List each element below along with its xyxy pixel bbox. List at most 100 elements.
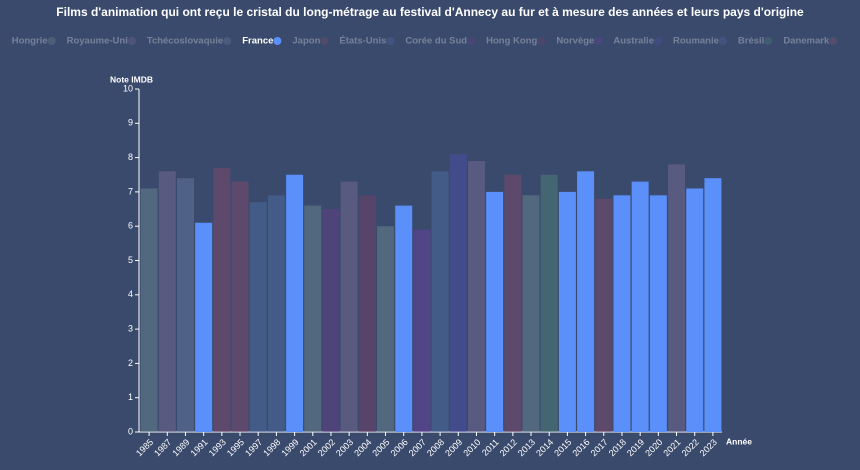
x-tick-label: 1998	[261, 437, 282, 458]
bar	[140, 188, 158, 432]
x-tick-label: 1999	[279, 437, 300, 458]
legend-label: Roumanie	[673, 36, 719, 47]
bar	[213, 167, 231, 432]
legend-label: Japon	[292, 36, 320, 47]
bar	[595, 198, 613, 432]
legend-label: Corée du Sud	[405, 36, 467, 47]
legend-label: Brésil	[738, 36, 764, 47]
x-tick-label: 2018	[607, 437, 628, 458]
bar	[176, 178, 194, 432]
bar	[304, 205, 322, 432]
legend-item[interactable]: Australie	[613, 36, 662, 47]
y-tick-label: 9	[128, 118, 133, 128]
x-tick-label: 2014	[534, 437, 555, 458]
x-tick-label: 2006	[389, 437, 410, 458]
legend-swatch	[829, 37, 838, 45]
bar	[577, 171, 595, 432]
legend-swatch	[537, 37, 546, 45]
bar	[522, 195, 540, 432]
bar	[431, 171, 449, 432]
legend-item[interactable]: Royaume-Uni	[67, 36, 136, 47]
legend-label: États-Unis	[339, 36, 386, 47]
legend-swatch	[273, 37, 282, 45]
legend-swatch	[386, 37, 395, 45]
x-axis-label: Année	[726, 436, 752, 446]
bar	[231, 181, 249, 432]
legend-label: Tchécoslovaquie	[147, 36, 223, 47]
bar	[286, 174, 304, 432]
bar	[558, 191, 576, 432]
legend-label: Royaume-Uni	[67, 36, 128, 47]
x-tick-label: 2008	[425, 437, 446, 458]
legend-item[interactable]: Danemark	[783, 36, 838, 47]
x-tick-label: 2021	[661, 437, 682, 458]
legend-label: Hong Kong	[486, 36, 537, 47]
bar	[340, 181, 358, 432]
bar	[395, 205, 413, 432]
y-tick-label: 10	[123, 83, 133, 93]
x-tick-label: 2019	[625, 437, 646, 458]
legend-item[interactable]: Hong Kong	[486, 36, 546, 47]
legend-swatch	[127, 37, 136, 45]
bar	[449, 154, 467, 433]
x-tick-label: 2013	[516, 437, 537, 458]
legend-item[interactable]: États-Unis	[339, 36, 395, 47]
x-tick-label: 1995	[225, 437, 246, 458]
legend-swatch	[47, 37, 56, 45]
y-tick-label: 5	[128, 255, 133, 265]
x-tick-label: 1997	[243, 437, 264, 458]
legend-label: Australie	[613, 36, 654, 47]
x-tick-label: 1985	[134, 437, 155, 458]
x-tick-label: 2009	[443, 437, 464, 458]
y-axis-label: Note IMDB	[110, 74, 153, 84]
legend-item[interactable]: Tchécoslovaquie	[147, 36, 232, 47]
y-tick-label: 1	[128, 392, 133, 402]
y-tick-label: 7	[128, 186, 133, 196]
bar	[158, 171, 176, 432]
bar	[504, 174, 522, 432]
x-tick-label: 1991	[189, 437, 210, 458]
x-tick-label: 2010	[461, 437, 482, 458]
legend-swatch	[320, 37, 329, 45]
bar	[649, 195, 667, 432]
y-tick-label: 3	[128, 323, 133, 333]
y-tick-label: 8	[128, 152, 133, 162]
bar	[358, 195, 376, 432]
legend-label: Norvège	[556, 36, 594, 47]
bar	[249, 202, 267, 432]
x-tick-label: 1989	[170, 437, 191, 458]
legend-item[interactable]: Brésil	[738, 36, 773, 47]
legend-swatch	[653, 37, 662, 45]
chart-title: Films d'animation qui ont reçu le crista…	[56, 5, 804, 19]
bar	[267, 195, 285, 432]
legend-item[interactable]: Corée du Sud	[405, 36, 476, 47]
bar	[704, 178, 722, 432]
legend: Hongrie Royaume-Uni Tchécoslovaquie France J…	[12, 36, 838, 47]
x-tick-label: 2003	[334, 437, 355, 458]
legend-swatch	[718, 37, 727, 45]
legend-label: France	[242, 36, 273, 47]
bar	[377, 226, 395, 432]
x-tick-label: 2004	[352, 437, 373, 458]
legend-label: Danemark	[783, 36, 830, 47]
legend-item[interactable]: France	[242, 36, 282, 47]
bar	[631, 181, 649, 432]
y-tick-label: 6	[128, 221, 133, 231]
bar	[613, 195, 631, 432]
legend-item[interactable]: Norvège	[556, 36, 603, 47]
x-tick-label: 2022	[680, 437, 701, 458]
legend-item[interactable]: Roumanie	[673, 36, 727, 47]
legend-item[interactable]: Hongrie	[12, 36, 56, 47]
x-tick-label: 2015	[552, 437, 573, 458]
x-tick-label: 2005	[370, 437, 391, 458]
x-tick-label: 1993	[207, 437, 228, 458]
legend-item[interactable]: Japon	[292, 36, 329, 47]
x-tick-label: 2017	[589, 437, 610, 458]
legend-swatch	[764, 37, 773, 45]
legend-swatch	[223, 37, 232, 45]
x-tick-label: 2023	[698, 437, 719, 458]
bar	[540, 174, 558, 432]
bar	[413, 229, 431, 432]
legend-swatch	[467, 37, 476, 45]
